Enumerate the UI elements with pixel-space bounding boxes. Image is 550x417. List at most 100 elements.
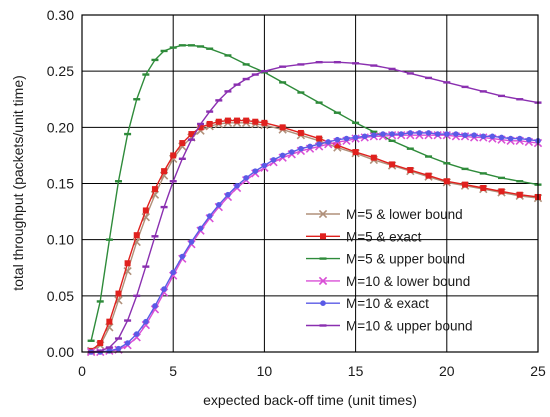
data-point: [124, 260, 131, 267]
legend-item: M=10 & upper bound: [306, 319, 472, 334]
data-point: [444, 131, 450, 137]
data-point: [106, 318, 113, 325]
x-tick-labels: 0 5 10 15 20 25: [78, 363, 546, 379]
data-point: [252, 168, 259, 174]
x-tick-label: 10: [257, 363, 273, 379]
series-2: [88, 117, 541, 354]
data-point: [298, 145, 304, 152]
data-point: [352, 134, 359, 141]
data-point: [380, 131, 386, 137]
data-point: [97, 340, 104, 347]
x-tick-label: 0: [78, 363, 86, 379]
legend-label: M=10 & lower bound: [346, 274, 470, 289]
legend-marker: [318, 276, 328, 286]
legend-label: M=10 & exact: [346, 296, 429, 311]
y-tick-labels: 0.00 0.05 0.10 0.15 0.20 0.25 0.30: [47, 7, 74, 360]
data-point: [141, 213, 151, 222]
x-tick-label: 25: [530, 363, 546, 379]
legend-marker: [318, 209, 328, 219]
legend-label: M=5 & exact: [346, 229, 422, 244]
data-point: [115, 345, 122, 352]
data-point: [133, 232, 140, 239]
legend-item: M=10 & exact: [306, 296, 429, 311]
y-tick-label: 0.20: [47, 119, 74, 135]
data-point: [143, 318, 149, 325]
data-point: [516, 191, 523, 198]
data-point: [179, 140, 186, 147]
data-point: [133, 331, 140, 337]
data-point: [398, 131, 405, 137]
data-point: [316, 135, 323, 142]
data-point: [142, 207, 149, 214]
data-point: [480, 133, 487, 140]
data-point: [526, 136, 532, 143]
y-tick-label: 0.05: [47, 288, 74, 304]
data-point: [115, 290, 122, 297]
data-point: [151, 186, 158, 193]
data-point: [188, 239, 195, 245]
series-4: [86, 131, 543, 357]
x-axis-label: expected back-off time (unit times): [203, 392, 417, 408]
x-tick-label: 5: [169, 363, 177, 379]
plot-frame: [81, 14, 539, 353]
data-point: [124, 340, 131, 346]
data-point: [361, 133, 368, 140]
legend-item: M=5 & upper bound: [306, 252, 465, 267]
data-point: [279, 152, 286, 159]
data-point: [170, 152, 177, 159]
data-point: [425, 172, 432, 179]
legend-label: M=5 & lower bound: [346, 207, 463, 222]
series-5: [88, 130, 541, 355]
data-point: [471, 132, 477, 138]
data-point: [307, 143, 313, 150]
data-point: [297, 129, 304, 136]
y-tick-label: 0.25: [47, 63, 74, 79]
data-point: [215, 118, 222, 125]
series-line: [90, 44, 539, 341]
data-point: [206, 120, 213, 127]
data-point: [161, 168, 168, 175]
data-point: [270, 157, 277, 163]
data-point: [105, 323, 114, 332]
data-point: [389, 131, 395, 137]
data-point: [243, 175, 249, 181]
data-point: [152, 303, 158, 309]
legend-marker: [320, 233, 326, 240]
data-point: [416, 130, 423, 136]
data-point: [188, 131, 195, 138]
series-line: [91, 61, 539, 353]
data-point: [407, 130, 414, 136]
series-layer: [86, 44, 543, 357]
data-point: [197, 225, 204, 232]
data-point: [279, 124, 286, 131]
grid-lines: [81, 14, 539, 353]
y-tick-label: 0.00: [47, 344, 74, 360]
data-point: [498, 134, 505, 141]
data-point: [234, 117, 241, 124]
data-point: [234, 182, 240, 189]
data-point: [216, 202, 222, 208]
data-point: [334, 136, 341, 143]
data-point: [489, 133, 496, 140]
data-point: [334, 142, 341, 149]
legend-marker: [320, 300, 326, 307]
data-point: [161, 286, 167, 292]
legend-label: M=5 & upper bound: [346, 252, 465, 267]
data-point: [261, 162, 268, 169]
data-point: [389, 161, 396, 168]
y-tick-label: 0.10: [47, 232, 74, 248]
data-point: [443, 178, 450, 185]
data-point: [206, 213, 213, 219]
data-point: [316, 141, 322, 147]
data-point: [453, 131, 459, 137]
x-tick-label: 15: [348, 363, 364, 379]
data-point: [325, 139, 332, 145]
data-point: [352, 149, 359, 156]
data-point: [516, 135, 523, 142]
data-point: [434, 131, 441, 137]
data-point: [225, 191, 231, 198]
data-point: [179, 253, 186, 260]
data-point: [371, 132, 377, 138]
y-tick-label: 0.15: [47, 176, 74, 192]
